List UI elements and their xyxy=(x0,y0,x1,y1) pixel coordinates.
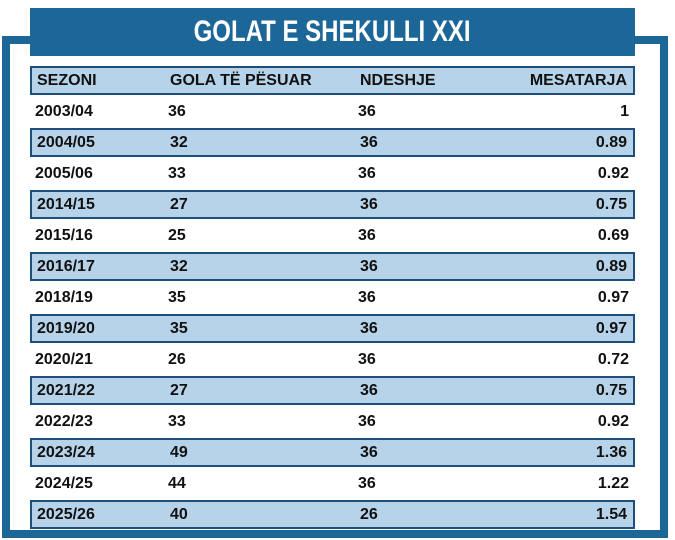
table-cell: 2022/23 xyxy=(35,412,93,430)
table-cell: 27 xyxy=(170,381,188,399)
table-row: 2018/19 35 36 0.97 xyxy=(30,283,635,312)
table-row: 2015/16 25 36 0.69 xyxy=(30,221,635,250)
table-cell: 36 xyxy=(360,257,378,275)
table-cell: 2020/21 xyxy=(35,350,93,368)
table-cell: 0.97 xyxy=(595,319,627,337)
column-header: MESATARJA xyxy=(529,71,627,89)
table-row: 2003/04 36 36 1 xyxy=(30,97,635,126)
table-cell: 36 xyxy=(360,381,378,399)
table-cell: 26 xyxy=(168,350,186,368)
table-cell: 2025/26 xyxy=(37,505,95,523)
table-cell: 2024/25 xyxy=(35,474,93,492)
table-cell: 1.54 xyxy=(595,505,627,523)
table-cell: 0.89 xyxy=(595,133,627,151)
header-row: SEZONI GOLA TË PËSUAR NDESHJE MESATARJA xyxy=(30,66,635,95)
table-row: 2005/06 33 36 0.92 xyxy=(30,159,635,188)
table-cell: 36 xyxy=(360,195,378,213)
table-cell: 2021/22 xyxy=(37,381,95,399)
table-cell: 2004/05 xyxy=(37,133,95,151)
table-cell: 0.89 xyxy=(595,257,627,275)
table-cell: 1 xyxy=(620,102,629,120)
column-header: GOLA TË PËSUAR xyxy=(170,71,312,89)
table-cell: 27 xyxy=(170,195,188,213)
table-cell: 2014/15 xyxy=(37,195,95,213)
table-cell: 2003/04 xyxy=(35,102,93,120)
table-cell: 32 xyxy=(170,133,188,151)
table-cell: 2018/19 xyxy=(35,288,93,306)
table-cell: 0.75 xyxy=(595,195,627,213)
table-cell: 2019/20 xyxy=(37,319,95,337)
table-cell: 0.75 xyxy=(595,381,627,399)
column-header: NDESHJE xyxy=(360,71,436,89)
table-row: 2025/26 40 26 1.54 xyxy=(30,500,635,529)
table-cell: 0.92 xyxy=(597,412,629,430)
table-cell: 1.22 xyxy=(597,474,629,492)
table-cell: 36 xyxy=(358,164,376,182)
table-row: 2016/17 32 36 0.89 xyxy=(30,252,635,281)
table-row: 2022/23 33 36 0.92 xyxy=(30,407,635,436)
table-cell: 0.69 xyxy=(597,226,629,244)
table-cell: 0.97 xyxy=(597,288,629,306)
table-cell: 26 xyxy=(360,505,378,523)
table-cell: 1.36 xyxy=(595,443,627,461)
table-cell: 36 xyxy=(358,412,376,430)
table-cell: 2023/24 xyxy=(37,443,95,461)
table-cell: 35 xyxy=(170,319,188,337)
table-cell: 36 xyxy=(358,350,376,368)
table-cell: 35 xyxy=(168,288,186,306)
table-row: 2004/05 32 36 0.89 xyxy=(30,128,635,157)
table-cell: 40 xyxy=(170,505,188,523)
table-cell: 2015/16 xyxy=(35,226,93,244)
column-header: SEZONI xyxy=(37,71,97,89)
table-cell: 36 xyxy=(358,474,376,492)
table-cell: 33 xyxy=(168,412,186,430)
table-cell: 36 xyxy=(358,102,376,120)
table-cell: 49 xyxy=(170,443,188,461)
table-row: 2024/25 44 36 1.22 xyxy=(30,469,635,498)
table-cell: 0.92 xyxy=(597,164,629,182)
table-cell: 36 xyxy=(358,226,376,244)
table-row: 2014/15 27 36 0.75 xyxy=(30,190,635,219)
title-banner: GOLAT E SHEKULLI XXI xyxy=(30,8,635,56)
table-cell: 36 xyxy=(360,133,378,151)
table-row: 2019/20 35 36 0.97 xyxy=(30,314,635,343)
table-row: 2021/22 27 36 0.75 xyxy=(30,376,635,405)
table-cell: 2005/06 xyxy=(35,164,93,182)
table-cell: 0.72 xyxy=(597,350,629,368)
table-row: 2020/21 26 36 0.72 xyxy=(30,345,635,374)
table-cell: 36 xyxy=(358,288,376,306)
table-cell: 33 xyxy=(168,164,186,182)
table-cell: 32 xyxy=(170,257,188,275)
title: GOLAT E SHEKULLI XXI xyxy=(194,15,471,48)
table-cell: 36 xyxy=(360,443,378,461)
table-cell: 44 xyxy=(168,474,186,492)
table-cell: 25 xyxy=(168,226,186,244)
table-row: 2023/24 49 36 1.36 xyxy=(30,438,635,467)
table-cell: 36 xyxy=(168,102,186,120)
table-cell: 36 xyxy=(360,319,378,337)
table-cell: 2016/17 xyxy=(37,257,95,275)
